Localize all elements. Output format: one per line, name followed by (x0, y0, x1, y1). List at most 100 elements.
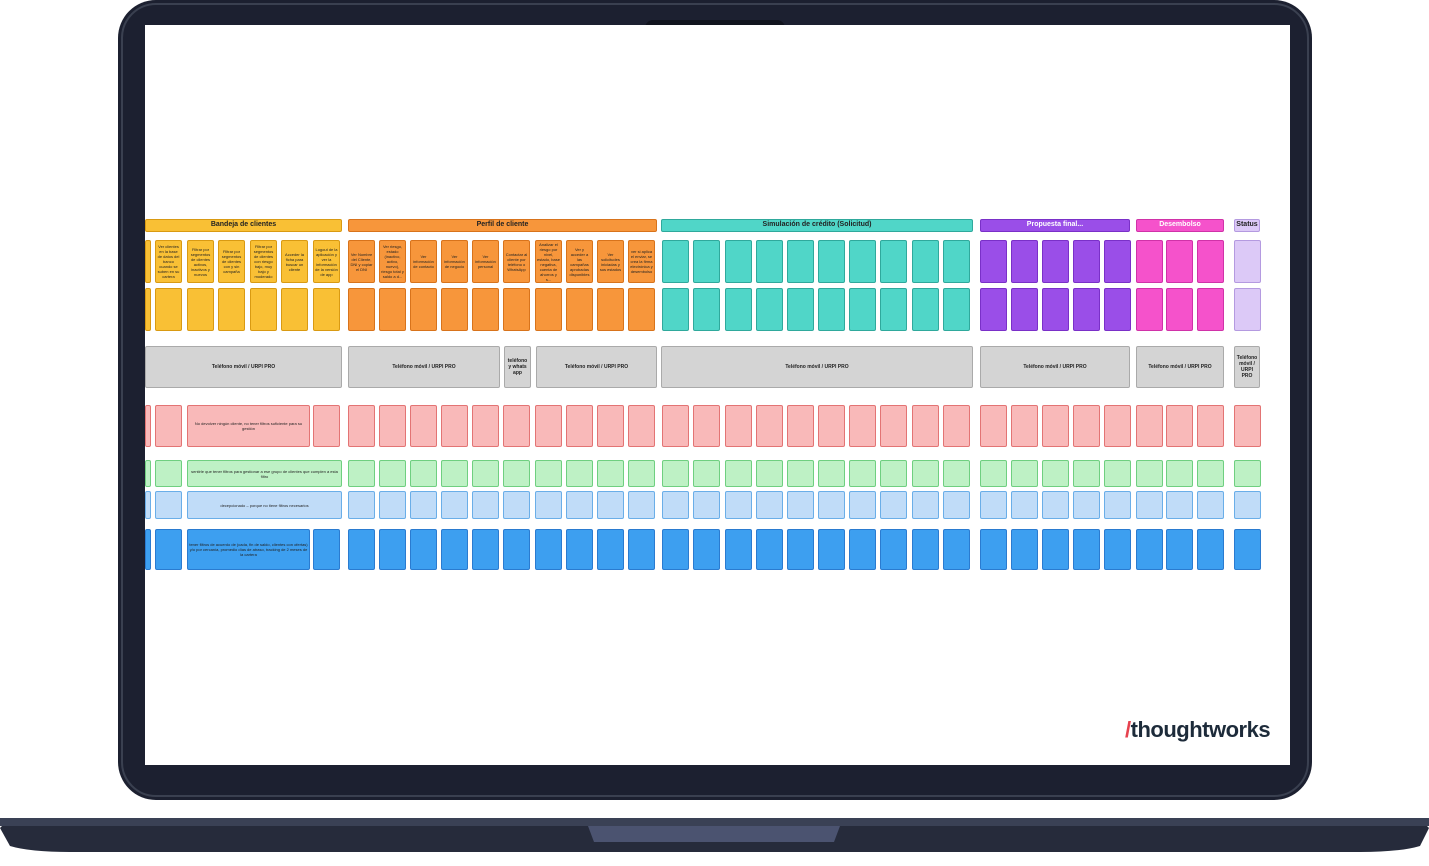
opportunity-card (1234, 529, 1261, 570)
feeling-card (472, 460, 499, 487)
opportunity-card (348, 529, 375, 570)
pain-card (1234, 405, 1261, 447)
need-card (787, 240, 814, 283)
feeling-card (155, 460, 182, 487)
task-card (1011, 288, 1038, 331)
pain-card (441, 405, 468, 447)
task-card (218, 288, 245, 331)
thought-card (628, 491, 655, 519)
task-card (980, 288, 1007, 331)
thought-card (912, 491, 939, 519)
need-card (912, 240, 939, 283)
opportunity-card (912, 529, 939, 570)
logo: /thoughtworks (1125, 717, 1271, 743)
task-card (912, 288, 939, 331)
base-notch (588, 826, 840, 842)
section-header: Bandeja de clientes (145, 219, 342, 232)
feeling-card (145, 460, 151, 487)
task-card (1166, 288, 1193, 331)
need-card (849, 240, 876, 283)
thought-card (348, 491, 375, 519)
pain-card (1197, 405, 1224, 447)
thought-card (155, 491, 182, 519)
task-card (1042, 288, 1069, 331)
feeling-card (348, 460, 375, 487)
channel-bar: Teléfono móvil / URPI PRO (145, 346, 342, 388)
pain-card (379, 405, 406, 447)
opportunity-card (1011, 529, 1038, 570)
need-card (145, 240, 151, 283)
need-card (662, 240, 689, 283)
task-card (756, 288, 783, 331)
thought-card (472, 491, 499, 519)
pain-card (155, 405, 182, 447)
pain-card (980, 405, 1007, 447)
opportunity-card (472, 529, 499, 570)
pain-card (1073, 405, 1100, 447)
feeling-card (535, 460, 562, 487)
opportunity-card (943, 529, 970, 570)
need-card: Ver Nombre del Cliente, DNI y copiar el … (348, 240, 375, 283)
pain-card (1011, 405, 1038, 447)
feeling-card (912, 460, 939, 487)
logo-slash: / (1125, 717, 1131, 742)
task-card (187, 288, 214, 331)
feeling-card (943, 460, 970, 487)
task-card (1197, 288, 1224, 331)
need-card (1104, 240, 1131, 283)
pain-card (693, 405, 720, 447)
feeling-card (410, 460, 437, 487)
task-card (818, 288, 845, 331)
task-card (849, 288, 876, 331)
thought-card (1042, 491, 1069, 519)
pain-card (849, 405, 876, 447)
feeling-card (880, 460, 907, 487)
task-card (566, 288, 593, 331)
task-card (535, 288, 562, 331)
pain-card (912, 405, 939, 447)
thought-card (441, 491, 468, 519)
pain-card (503, 405, 530, 447)
feeling-card (849, 460, 876, 487)
thought-card (1011, 491, 1038, 519)
task-card (1136, 288, 1163, 331)
opportunity-card (535, 529, 562, 570)
thought-card (1073, 491, 1100, 519)
need-card (1136, 240, 1163, 283)
need-card: Ver solicitudes iniciadas y sus estados (597, 240, 624, 283)
feeling-card (628, 460, 655, 487)
task-card (503, 288, 530, 331)
pain-card: No devolver ningún cliente, no tener fil… (187, 405, 310, 447)
thought-card (566, 491, 593, 519)
opportunity-card (1104, 529, 1131, 570)
opportunity-card (313, 529, 340, 570)
need-card (943, 240, 970, 283)
pain-card (725, 405, 752, 447)
channel-bar: Teléfono móvil / URPI PRO (661, 346, 973, 388)
thought-card (145, 491, 151, 519)
thought-card (1104, 491, 1131, 519)
need-card (1166, 240, 1193, 283)
task-card (1234, 288, 1261, 331)
opportunity-card (880, 529, 907, 570)
section-header: Status (1234, 219, 1260, 232)
need-card: Filtrar por segmentos de clientes con y … (218, 240, 245, 283)
pain-card (880, 405, 907, 447)
base-edge (0, 818, 1429, 826)
opportunity-card (693, 529, 720, 570)
feeling-card (980, 460, 1007, 487)
need-card: Logout de la aplicación y ver la informa… (313, 240, 340, 283)
opportunity-card (628, 529, 655, 570)
opportunity-card (849, 529, 876, 570)
feeling-card (503, 460, 530, 487)
need-card: Filtrar por segmentos de clientes con ri… (250, 240, 277, 283)
task-card (379, 288, 406, 331)
feeling-card (787, 460, 814, 487)
channel-bar: Teléfono móvil / URPI PRO (980, 346, 1130, 388)
thought-card (1166, 491, 1193, 519)
feeling-card (566, 460, 593, 487)
section-header: Simulación de crédito (Solicitud) (661, 219, 973, 232)
task-card (1104, 288, 1131, 331)
thought-card (943, 491, 970, 519)
feeling-card (441, 460, 468, 487)
